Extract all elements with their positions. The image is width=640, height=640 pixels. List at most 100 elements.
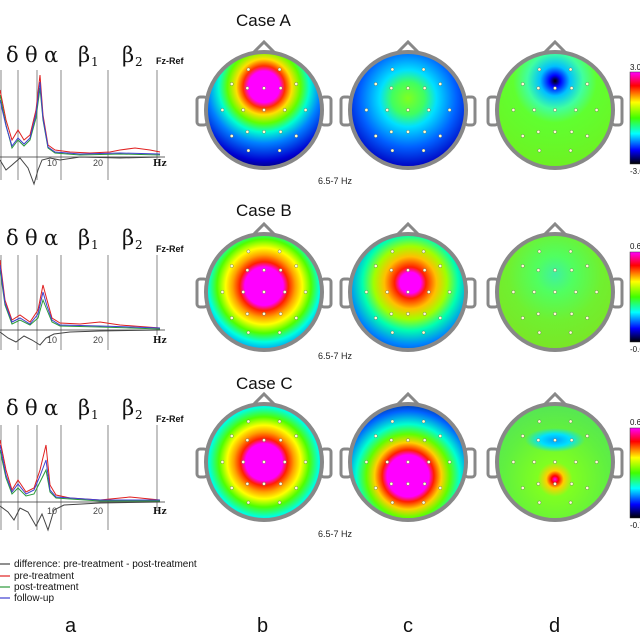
electrode-dot [294, 316, 298, 320]
electrode-dot [278, 438, 283, 442]
hz-unit: Hz [153, 159, 167, 169]
electrode-dot [537, 148, 542, 153]
band-alpha: α [44, 43, 58, 67]
band-beta1-sub: 1 [91, 238, 99, 252]
electrode-dot [536, 482, 541, 486]
electrode-dot [245, 268, 250, 272]
electrode-dot [521, 134, 525, 138]
electrode-dot [390, 249, 395, 254]
headmap-a-c [339, 39, 477, 170]
tick-20: 20 [93, 506, 103, 516]
electrode-dot [390, 67, 395, 72]
electrode-dot [511, 460, 516, 464]
electrode-dot [241, 290, 245, 294]
electrode-dot [521, 434, 525, 438]
band-delta: δ [6, 226, 19, 250]
electrode-dot [230, 434, 234, 438]
headmap-a-d [486, 39, 624, 170]
electrode-dot [303, 460, 308, 464]
electrode-dot [294, 486, 298, 490]
electrode-dot [427, 108, 431, 112]
electrode-dot [553, 130, 557, 134]
electrode-dot [422, 86, 427, 90]
electrode-dot [569, 438, 574, 442]
band-beta1-sub: 1 [91, 55, 99, 69]
electrode-dot [364, 290, 369, 294]
electrode-dot [427, 460, 431, 464]
electrode-dot [294, 434, 298, 438]
electrode-dot [220, 290, 225, 294]
electrode-dot [303, 108, 308, 112]
tick-20: 20 [93, 158, 103, 168]
electrode-dot [594, 108, 599, 112]
electrode-dot [262, 268, 266, 272]
electrode-dot [294, 264, 298, 268]
electrode-dot [422, 482, 427, 486]
spectrum-panel-a: δ θ α β 1 β 2 Fz-Ref 10 20 Hz [0, 43, 184, 186]
electrode-dot [406, 108, 410, 112]
electrode-dot [532, 460, 536, 464]
electrode-dot [246, 330, 251, 335]
electrode-dot [521, 82, 525, 86]
electrode-dot [521, 264, 525, 268]
electrode-dot [385, 290, 389, 294]
freq-label-b: 6.5-7 Hz [318, 351, 353, 361]
column-label-c: c [403, 615, 413, 637]
electrode-dot [553, 108, 557, 112]
colorbar-c-min: -0.7 [630, 521, 640, 530]
electrode-dot [447, 290, 452, 294]
electrode-dot [521, 486, 525, 490]
electrode-dot [245, 438, 250, 442]
band-alpha: α [44, 396, 58, 420]
electrode-dot [585, 316, 589, 320]
electrode-dot [245, 482, 250, 486]
tick-10: 10 [47, 158, 57, 168]
electrode-dot [553, 482, 557, 486]
electrode-dot [438, 82, 442, 86]
electrode-dot [438, 134, 442, 138]
electrode-dot [277, 419, 282, 424]
electrode-dot [278, 86, 283, 90]
electrode-dot [406, 482, 410, 486]
electrode-dot [374, 134, 378, 138]
electrode-dot [262, 86, 266, 90]
band-delta: δ [6, 396, 19, 420]
case-b-title: Case B [236, 201, 292, 220]
colorbar-c: 0.6 -0.7 [629, 418, 640, 530]
electrode-dot [303, 290, 308, 294]
electrode-dot [364, 108, 369, 112]
electrode-dot [438, 264, 442, 268]
band-alpha: α [44, 226, 58, 250]
electrode-dot [390, 500, 395, 505]
electrode-dot [277, 330, 282, 335]
legend-follow-up: follow-up [14, 593, 54, 604]
electrode-dots [220, 67, 599, 505]
electrode-dot [277, 148, 282, 153]
electrode-dot [406, 312, 410, 316]
electrode-dot [421, 330, 426, 335]
reference-label: Fz-Ref [156, 244, 184, 254]
electrode-dot [389, 312, 394, 316]
electrode-dot [277, 500, 282, 505]
electrode-dot [553, 312, 557, 316]
electrode-dot [241, 108, 245, 112]
electrode-dot [553, 86, 557, 90]
electrode-dot [246, 419, 251, 424]
electrode-dot [283, 290, 287, 294]
electrode-dot [278, 482, 283, 486]
electrode-dot [277, 249, 282, 254]
electrode-dot [389, 130, 394, 134]
colorbar-c-max: 0.6 [630, 418, 640, 427]
electrode-dot [220, 108, 225, 112]
electrode-dot [385, 460, 389, 464]
electrode-dot [262, 312, 266, 316]
electrode-dot [245, 86, 250, 90]
electrode-dot [390, 148, 395, 153]
electrode-dot [374, 486, 378, 490]
electrode-dot [594, 290, 599, 294]
electrode-dot [230, 134, 234, 138]
headmap-c-c [339, 391, 477, 522]
headmap-a-b [195, 39, 333, 170]
electrode-dot [553, 268, 557, 272]
electrode-dot [422, 268, 427, 272]
